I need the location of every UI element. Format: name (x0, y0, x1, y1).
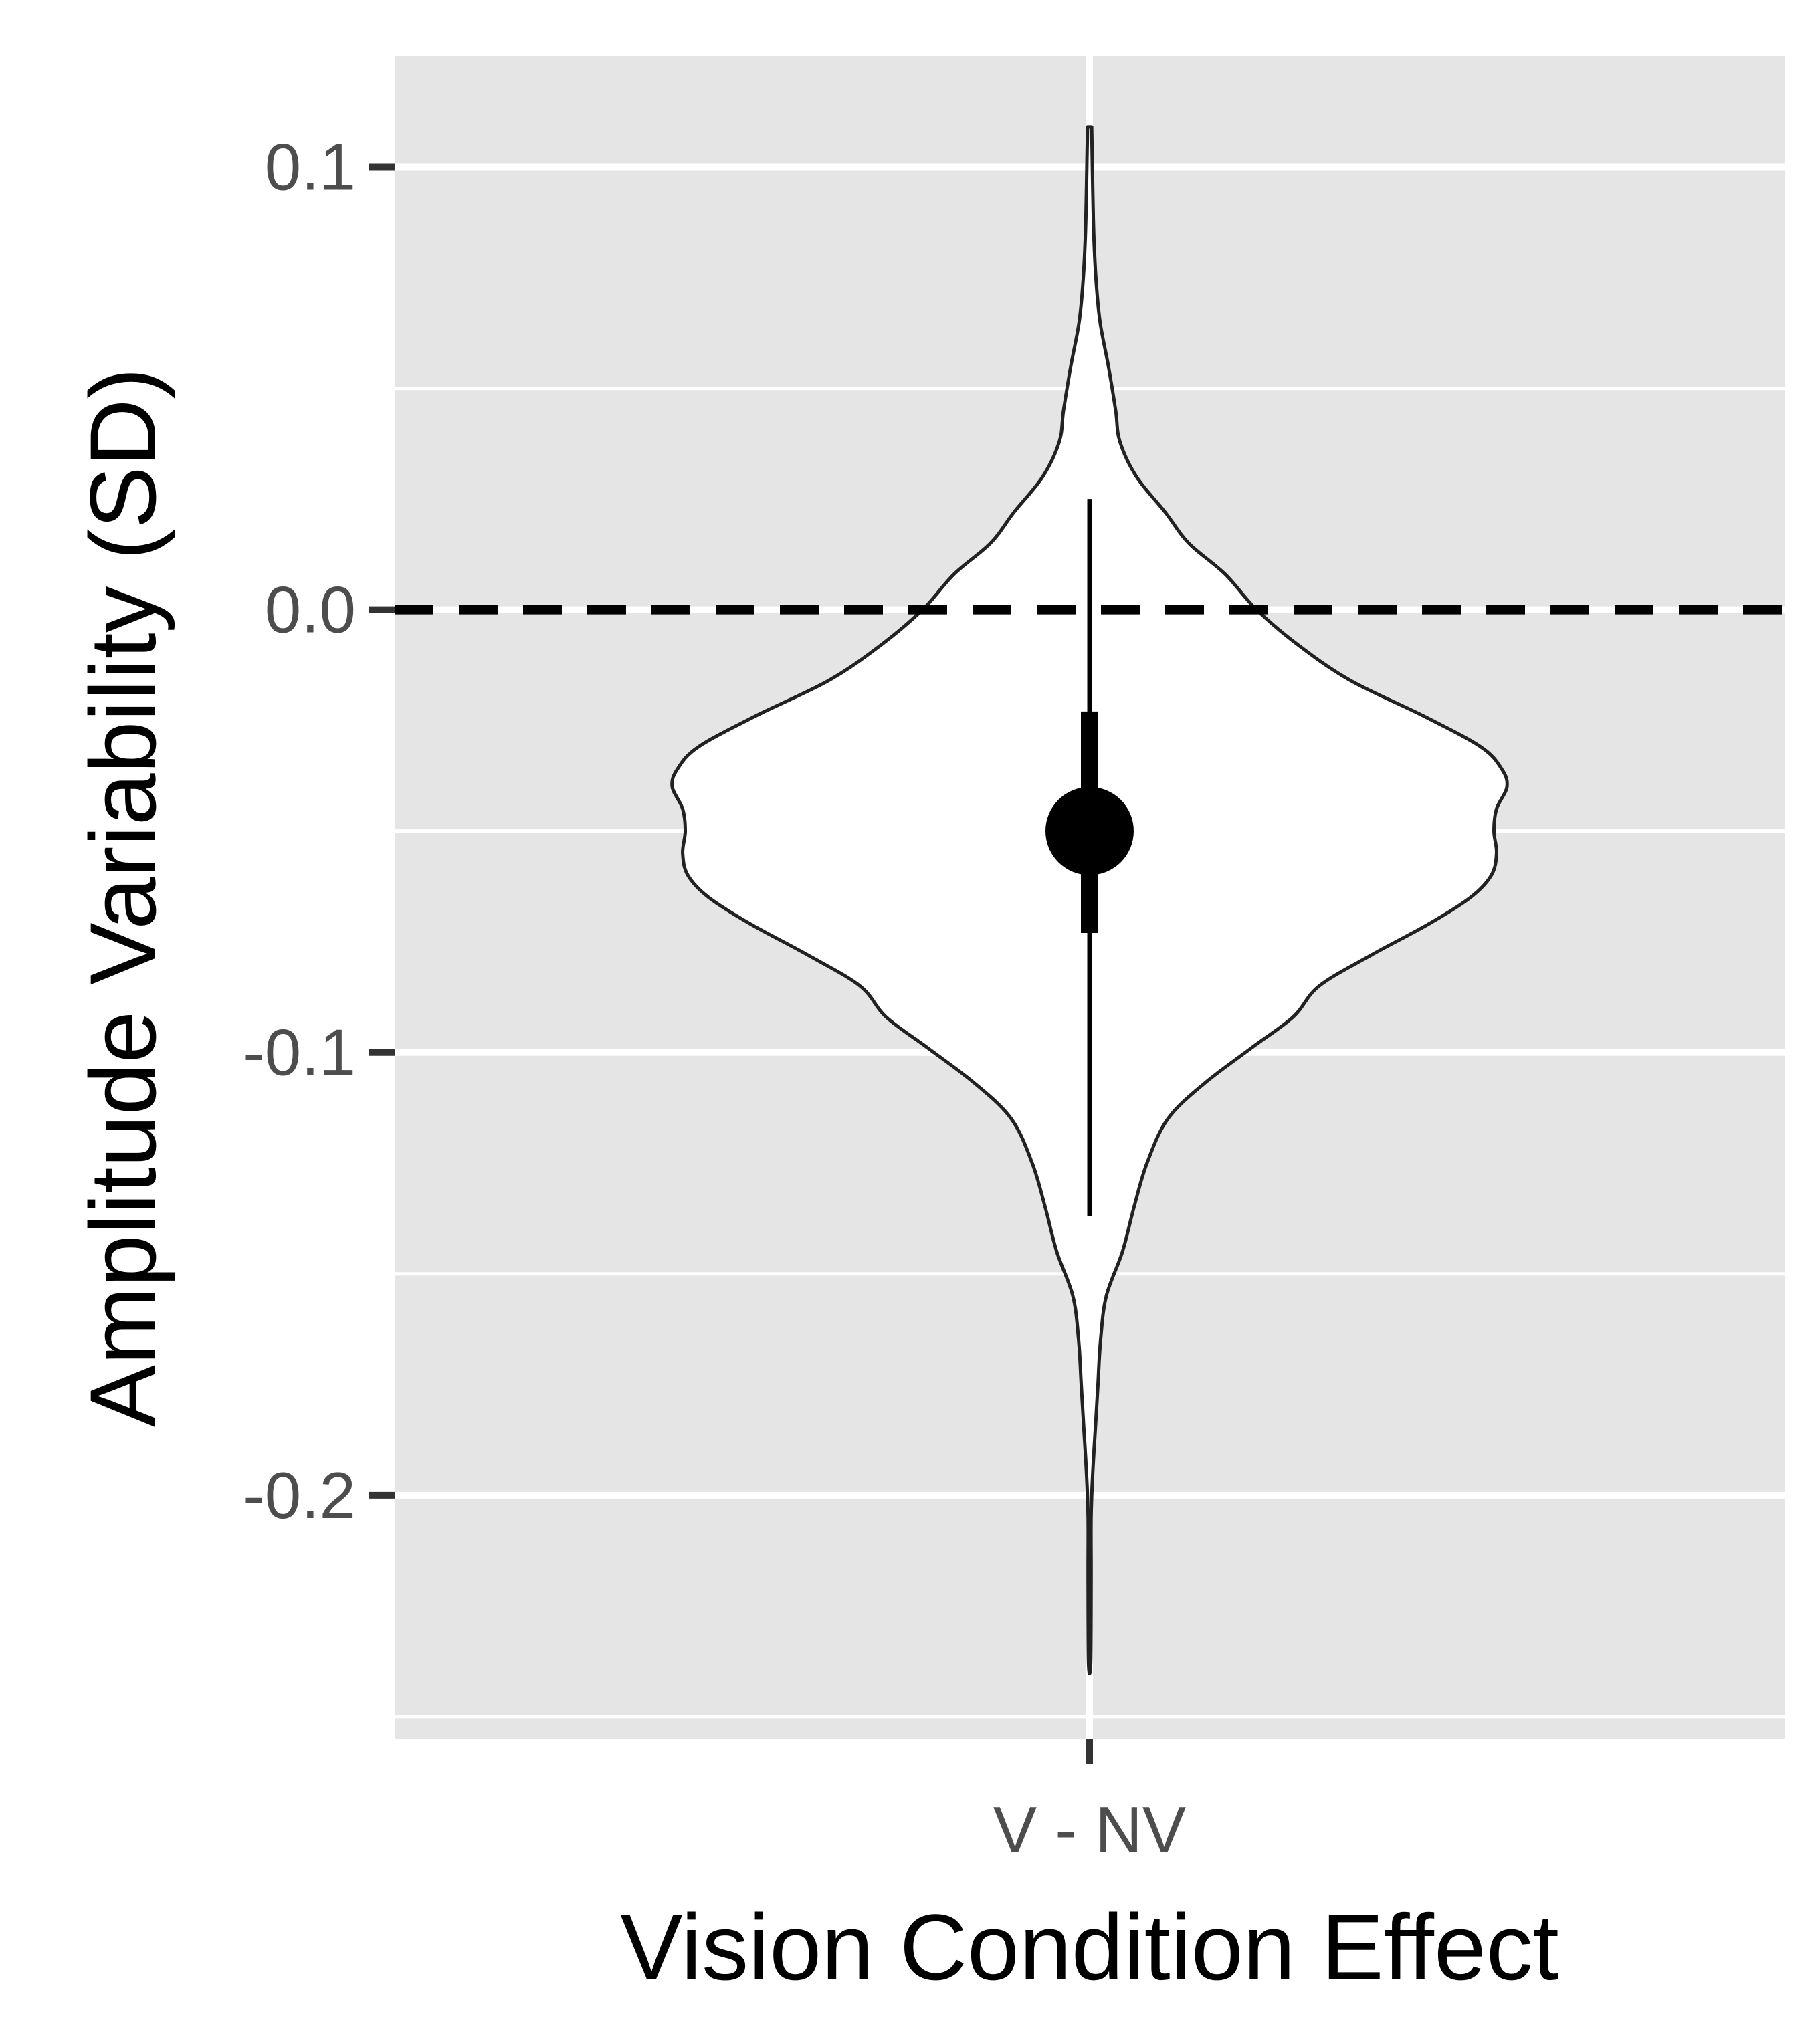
x-tick-label: V - NV (993, 1793, 1187, 1866)
y-tick-label: 0.1 (265, 130, 356, 204)
y-tick-label: -0.1 (243, 1016, 356, 1089)
y-tick-label: -0.2 (243, 1459, 356, 1532)
point-estimate (1045, 786, 1134, 875)
y-axis: 0.1 0.0 -0.1 -0.2 (243, 130, 395, 1532)
x-axis: V - NV (993, 1739, 1187, 1866)
point-interval-layer (1045, 499, 1134, 1216)
y-axis-title: Amplitude Variability (SD) (70, 368, 175, 1428)
x-axis-title: Vision Condition Effect (620, 1895, 1559, 2000)
y-tick-label: 0.0 (265, 573, 356, 647)
